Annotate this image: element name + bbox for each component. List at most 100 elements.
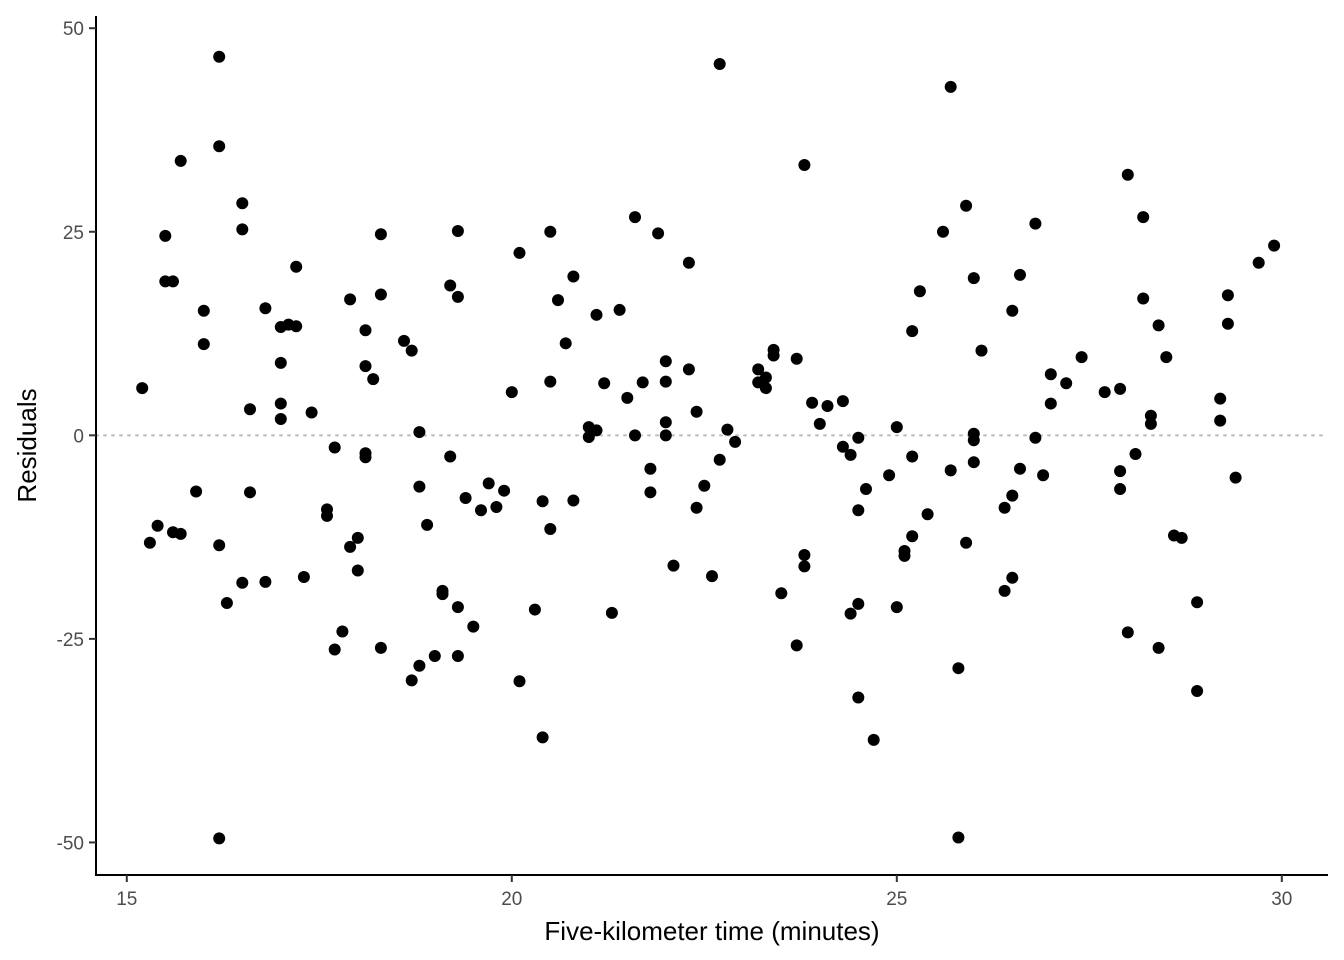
data-point xyxy=(444,450,457,463)
data-point xyxy=(274,397,287,410)
data-point xyxy=(1075,351,1088,364)
data-point xyxy=(290,320,303,333)
data-point xyxy=(998,584,1011,597)
data-point xyxy=(1229,471,1242,484)
data-point xyxy=(844,448,857,461)
data-point xyxy=(344,540,357,553)
data-point xyxy=(1144,417,1157,430)
data-point xyxy=(852,597,865,610)
data-point xyxy=(374,641,387,654)
data-point xyxy=(798,159,811,172)
data-point xyxy=(659,355,672,368)
data-point xyxy=(513,675,526,688)
data-point xyxy=(1006,571,1019,584)
data-point xyxy=(883,469,896,482)
data-point xyxy=(1014,462,1026,475)
data-point xyxy=(636,376,649,389)
x-axis-ticks: 15 20 25 30 xyxy=(116,875,1292,910)
data-point xyxy=(659,416,672,429)
data-point xyxy=(459,492,472,505)
data-point xyxy=(544,522,557,535)
data-point xyxy=(1191,684,1204,697)
data-point xyxy=(328,441,341,454)
data-point xyxy=(351,564,364,577)
data-point xyxy=(790,352,803,365)
data-point xyxy=(967,272,980,285)
data-point xyxy=(821,400,834,413)
data-point xyxy=(790,639,803,652)
data-point xyxy=(490,500,503,513)
data-point xyxy=(590,424,603,437)
data-point xyxy=(1214,392,1227,405)
data-point xyxy=(721,423,734,436)
data-point xyxy=(682,256,695,269)
data-point xyxy=(1006,304,1019,317)
data-point xyxy=(806,396,819,409)
data-point xyxy=(405,344,418,357)
y-tick-label: -50 xyxy=(57,833,84,854)
data-point xyxy=(567,494,580,507)
data-point xyxy=(852,431,865,444)
data-point xyxy=(559,337,572,350)
y-tick-label: 25 xyxy=(63,223,84,244)
data-point xyxy=(860,483,872,496)
data-point xyxy=(759,371,772,384)
data-point xyxy=(960,536,973,549)
data-point xyxy=(1060,377,1073,390)
data-point xyxy=(605,606,618,619)
data-point xyxy=(197,338,210,351)
data-point xyxy=(1221,289,1234,302)
data-point xyxy=(436,588,449,601)
data-point xyxy=(236,576,249,589)
data-point xyxy=(629,211,641,224)
data-point xyxy=(698,479,711,492)
data-point xyxy=(1114,382,1127,395)
data-point xyxy=(259,575,272,588)
data-point xyxy=(274,356,287,369)
data-point xyxy=(921,508,934,521)
data-point xyxy=(836,440,849,453)
data-point xyxy=(451,224,464,237)
data-point xyxy=(644,486,657,499)
data-point xyxy=(867,733,880,746)
data-point xyxy=(798,560,811,573)
data-point xyxy=(998,501,1011,514)
data-point xyxy=(405,674,418,687)
data-point xyxy=(151,519,164,532)
data-point xyxy=(1137,211,1150,224)
data-point xyxy=(544,225,557,238)
data-point xyxy=(690,501,703,514)
data-point xyxy=(190,485,203,498)
data-point xyxy=(482,477,495,490)
data-point xyxy=(1152,641,1165,654)
data-point xyxy=(952,831,965,844)
data-point xyxy=(413,480,426,493)
data-point xyxy=(259,302,272,315)
data-point xyxy=(513,246,526,259)
data-point xyxy=(1014,268,1026,281)
data-point xyxy=(398,334,410,347)
data-point xyxy=(413,659,426,672)
data-point xyxy=(143,536,156,549)
data-point xyxy=(713,453,726,466)
data-point xyxy=(906,325,919,338)
data-point xyxy=(475,504,487,517)
data-point xyxy=(590,308,603,321)
data-point xyxy=(220,597,233,610)
data-point xyxy=(236,223,249,236)
data-point xyxy=(713,58,726,71)
axes-layer xyxy=(95,16,1328,876)
data-point xyxy=(413,426,426,439)
data-point xyxy=(621,391,634,404)
data-point xyxy=(351,531,364,544)
data-point xyxy=(213,832,226,845)
data-point xyxy=(236,197,249,210)
data-point xyxy=(813,417,826,430)
data-point xyxy=(167,275,179,288)
data-point xyxy=(498,484,511,497)
data-point xyxy=(552,294,564,307)
data-point xyxy=(906,450,919,463)
data-point xyxy=(505,386,518,399)
data-point xyxy=(1191,596,1204,609)
